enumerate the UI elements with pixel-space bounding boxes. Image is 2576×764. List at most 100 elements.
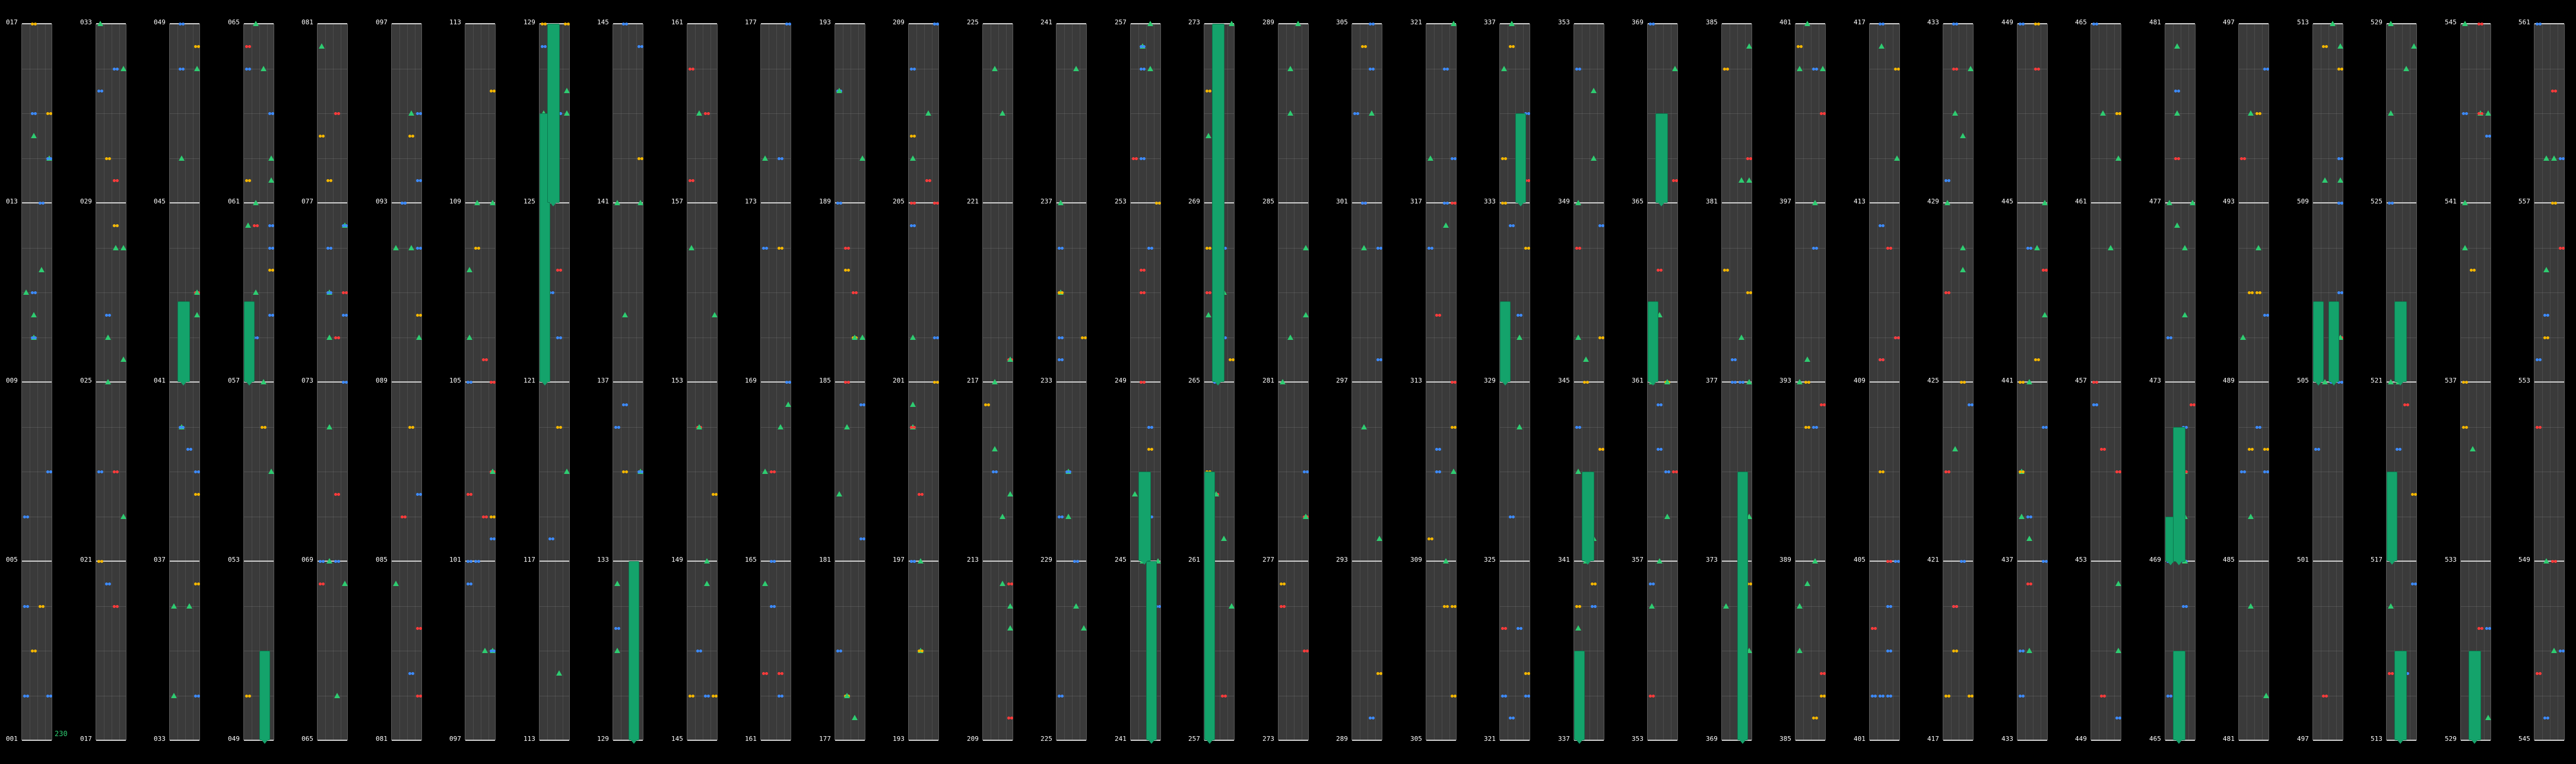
beat-line [909, 248, 938, 249]
measure-line [170, 561, 199, 562]
hold-end-arrow [2329, 380, 2339, 386]
note-dot [2340, 202, 2343, 205]
measure-number: 241 [1040, 18, 1052, 26]
note-dot [1804, 426, 1807, 429]
note-dot [918, 650, 921, 652]
note-dot [1283, 605, 1286, 608]
note-dot [1501, 695, 1504, 698]
note-dot [2029, 582, 2032, 585]
beat-line [22, 427, 52, 428]
tap-note [1804, 581, 1810, 586]
note-dot [97, 90, 100, 93]
hold-note [1582, 472, 1594, 561]
note-dot [467, 582, 469, 585]
beat-line [22, 158, 52, 159]
beat-line [2239, 606, 2269, 607]
tap-note [194, 289, 200, 295]
note-dot [2042, 426, 2045, 429]
note-dot [342, 314, 345, 317]
beat-line [835, 113, 865, 114]
note-dot [1594, 605, 1597, 608]
measure-number: 045 [154, 198, 166, 205]
chart-column-35 [2534, 23, 2565, 741]
note-dot [1955, 68, 1958, 71]
measure-line [1057, 23, 1086, 24]
note-dot [1454, 381, 1457, 384]
note-dot [474, 560, 477, 563]
tap-note [778, 424, 783, 429]
tap-note [319, 43, 325, 49]
note-dot [1143, 157, 1146, 160]
note-dot [1583, 381, 1586, 384]
note-dot [2026, 515, 2029, 518]
tap-note [704, 558, 710, 564]
note-dot [2255, 112, 2258, 115]
beat-line [983, 292, 1013, 293]
measure-line [2313, 23, 2343, 24]
tap-note [1968, 66, 1974, 71]
note-dot [910, 202, 913, 205]
tap-note [2115, 648, 2121, 653]
note-dot [1601, 448, 1604, 451]
measure-number: 213 [967, 556, 979, 564]
note-dot [640, 45, 643, 48]
note-dot [773, 560, 776, 563]
note-dot [1944, 470, 1947, 473]
tap-note [1065, 514, 1071, 519]
measure-number: 517 [2371, 556, 2383, 564]
tap-note [910, 402, 916, 407]
note-dot [1364, 202, 1367, 205]
beat-line [2387, 606, 2416, 607]
measure-line [96, 561, 126, 562]
measure-line [2239, 740, 2269, 741]
measure-number: 005 [6, 556, 18, 564]
note-dot [1882, 695, 1885, 698]
note-dot [1879, 23, 1882, 26]
tap-note [1081, 625, 1087, 631]
beat-line [613, 113, 643, 114]
note-dot [1058, 358, 1061, 361]
note-dot [337, 112, 340, 115]
beat-line [392, 606, 421, 607]
note-dot [617, 426, 620, 429]
beat-line [170, 427, 199, 428]
beat-line [613, 292, 643, 293]
beat-line [2534, 248, 2564, 249]
note-dot [2092, 23, 2095, 26]
beat-line [1870, 113, 1899, 114]
chart-column-27 [1943, 23, 1974, 741]
measure-line [244, 561, 274, 562]
note-dot [1667, 470, 1670, 473]
note-dot [2391, 672, 2394, 675]
note-dot [1306, 650, 1309, 652]
note-dot [1660, 403, 1663, 406]
beat-line [1204, 427, 1234, 428]
tap-note [2042, 200, 2048, 205]
note-dot [326, 291, 329, 294]
note-dot [408, 135, 411, 138]
measure-line [687, 740, 717, 741]
note-dot [34, 336, 37, 339]
note-dot [2095, 381, 2098, 384]
measure-number: 077 [302, 198, 313, 205]
note-dot [2414, 582, 2417, 585]
beat-line [687, 427, 717, 428]
beat-line [1574, 158, 1604, 159]
note-dot [97, 470, 100, 473]
note-dot [248, 179, 251, 182]
note-dot [113, 224, 116, 227]
note-dot [1061, 247, 1064, 250]
measure-number: 513 [2371, 735, 2383, 743]
note-dot [31, 112, 34, 115]
tap-note [2485, 715, 2491, 720]
note-dot [1807, 381, 1810, 384]
note-dot [485, 358, 488, 361]
chart-column-29 [2090, 23, 2121, 741]
tap-note [614, 200, 620, 205]
note-dot [186, 448, 189, 451]
beat-line [1057, 292, 1086, 293]
beat-line [540, 248, 569, 249]
measure-number: 265 [1188, 377, 1200, 384]
beat-line [318, 427, 347, 428]
note-dot [1509, 717, 1512, 720]
